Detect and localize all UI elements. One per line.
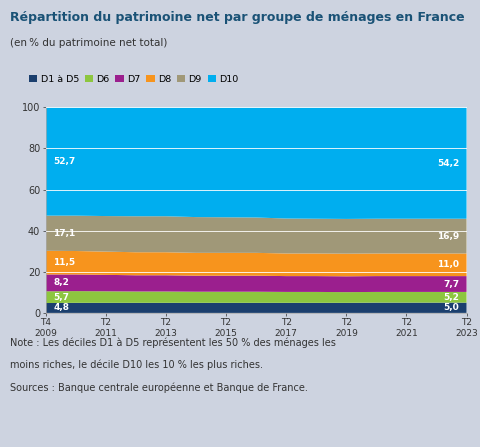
Legend: D1 à D5, D6, D7, D8, D9, D10: D1 à D5, D6, D7, D8, D9, D10 [29, 75, 238, 84]
Text: 16,9: 16,9 [436, 232, 458, 240]
Text: 11,5: 11,5 [53, 258, 75, 267]
Text: 5,0: 5,0 [443, 303, 458, 312]
Text: 11,0: 11,0 [436, 260, 458, 269]
Text: 5,7: 5,7 [53, 293, 69, 302]
Text: Note : Les déciles D1 à D5 représentent les 50 % des ménages les: Note : Les déciles D1 à D5 représentent … [10, 337, 335, 348]
Text: (en % du patrimoine net total): (en % du patrimoine net total) [10, 38, 167, 48]
Text: 4,8: 4,8 [53, 304, 69, 312]
Text: Sources : Banque centrale européenne et Banque de France.: Sources : Banque centrale européenne et … [10, 382, 307, 392]
Text: 17,1: 17,1 [53, 229, 75, 238]
Text: 52,7: 52,7 [53, 157, 75, 166]
Text: Répartition du patrimoine net par groupe de ménages en France: Répartition du patrimoine net par groupe… [10, 11, 463, 24]
Text: 54,2: 54,2 [436, 159, 458, 168]
Text: 7,7: 7,7 [442, 279, 458, 288]
Text: 5,2: 5,2 [442, 293, 458, 302]
Text: moins riches, le décile D10 les 10 % les plus riches.: moins riches, le décile D10 les 10 % les… [10, 360, 262, 370]
Text: 8,2: 8,2 [53, 278, 69, 287]
